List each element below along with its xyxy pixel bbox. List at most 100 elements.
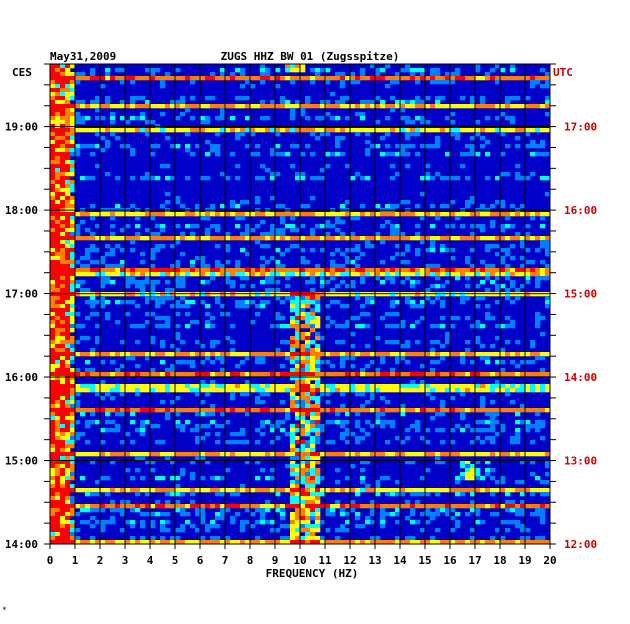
heatmap-cell bbox=[225, 104, 231, 109]
heatmap-cell bbox=[490, 416, 496, 421]
heatmap-cell bbox=[320, 176, 326, 181]
heatmap-cell bbox=[420, 76, 426, 81]
heatmap-cell bbox=[450, 176, 456, 181]
heatmap-cell bbox=[55, 144, 61, 149]
heatmap-cell bbox=[50, 412, 56, 417]
heatmap-cell bbox=[375, 416, 381, 421]
heatmap-cell bbox=[535, 452, 541, 457]
heatmap-cell bbox=[460, 540, 466, 545]
heatmap-cell bbox=[65, 428, 71, 433]
heatmap-cell bbox=[435, 492, 441, 497]
heatmap-cell bbox=[320, 236, 326, 241]
heatmap-cell bbox=[100, 304, 106, 309]
heatmap-cell bbox=[205, 228, 211, 233]
heatmap-cell bbox=[355, 512, 361, 517]
heatmap-cell bbox=[290, 292, 296, 297]
heatmap-cell bbox=[300, 380, 306, 385]
heatmap-cell bbox=[280, 316, 286, 321]
heatmap-cell bbox=[145, 132, 151, 137]
heatmap-cell bbox=[500, 360, 506, 365]
heatmap-cell bbox=[210, 388, 216, 393]
heatmap-cell bbox=[165, 456, 171, 461]
heatmap-cell bbox=[165, 520, 171, 525]
heatmap-cell bbox=[75, 148, 81, 153]
heatmap-cell bbox=[105, 276, 111, 281]
heatmap-cell bbox=[395, 360, 401, 365]
heatmap-cell bbox=[260, 384, 266, 389]
heatmap-cell bbox=[340, 304, 346, 309]
heatmap-cell bbox=[120, 268, 126, 273]
heatmap-cell bbox=[395, 512, 401, 517]
heatmap-cell bbox=[440, 292, 446, 297]
heatmap-cell bbox=[70, 200, 76, 205]
heatmap-cell bbox=[85, 248, 91, 253]
heatmap-cell bbox=[470, 152, 476, 157]
heatmap-cell bbox=[70, 464, 76, 469]
heatmap-cell bbox=[460, 236, 466, 241]
heatmap-cell bbox=[240, 216, 246, 221]
heatmap-cell bbox=[140, 176, 146, 181]
heatmap-cell bbox=[60, 388, 66, 393]
heatmap-cell bbox=[100, 256, 106, 261]
heatmap-cell bbox=[115, 540, 121, 545]
heatmap-cell bbox=[260, 304, 266, 309]
heatmap-cell bbox=[170, 128, 176, 133]
heatmap-cell bbox=[140, 324, 146, 329]
heatmap-cell bbox=[215, 388, 221, 393]
heatmap-cell bbox=[530, 372, 536, 377]
heatmap-cell bbox=[200, 116, 206, 121]
heatmap-cell bbox=[415, 128, 421, 133]
heatmap-cell bbox=[340, 100, 346, 105]
heatmap-cell bbox=[415, 76, 421, 81]
heatmap-cell bbox=[500, 224, 506, 229]
heatmap-cell bbox=[105, 268, 111, 273]
heatmap-cell bbox=[415, 116, 421, 121]
heatmap-cell bbox=[55, 440, 61, 445]
heatmap-cell bbox=[60, 356, 66, 361]
heatmap-cell bbox=[75, 116, 81, 121]
heatmap-cell bbox=[530, 272, 536, 277]
heatmap-cell bbox=[445, 352, 451, 357]
heatmap-cell bbox=[540, 152, 546, 157]
heatmap-cell bbox=[150, 488, 156, 493]
heatmap-cell bbox=[335, 488, 341, 493]
heatmap-cell bbox=[305, 368, 311, 373]
heatmap-cell bbox=[465, 348, 471, 353]
heatmap-cell bbox=[65, 376, 71, 381]
heatmap-cell bbox=[425, 408, 431, 413]
heatmap-cell bbox=[270, 100, 276, 105]
heatmap-cell bbox=[70, 420, 76, 425]
heatmap-cell bbox=[485, 316, 491, 321]
heatmap-cell bbox=[520, 244, 526, 249]
heatmap-cell bbox=[205, 120, 211, 125]
heatmap-cell bbox=[430, 348, 436, 353]
heatmap-cell bbox=[140, 280, 146, 285]
heatmap-cell bbox=[415, 452, 421, 457]
heatmap-cell bbox=[425, 392, 431, 397]
heatmap-cell bbox=[175, 264, 181, 269]
heatmap-cell bbox=[385, 540, 391, 545]
heatmap-cell bbox=[370, 408, 376, 413]
heatmap-cell bbox=[120, 440, 126, 445]
heatmap-cell bbox=[365, 488, 371, 493]
heatmap-cell bbox=[275, 128, 281, 133]
heatmap-cell bbox=[530, 140, 536, 145]
heatmap-cell bbox=[335, 76, 341, 81]
heatmap-cell bbox=[215, 152, 221, 157]
heatmap-cell bbox=[290, 112, 296, 117]
heatmap-cell bbox=[420, 452, 426, 457]
heatmap-cell bbox=[525, 536, 531, 541]
heatmap-cell bbox=[355, 128, 361, 133]
heatmap-cell bbox=[145, 504, 151, 509]
heatmap-cell bbox=[55, 240, 61, 245]
heatmap-cell bbox=[185, 108, 191, 113]
heatmap-cell bbox=[85, 408, 91, 413]
heatmap-cell bbox=[290, 516, 296, 521]
heatmap-cell bbox=[315, 364, 321, 369]
heatmap-cell bbox=[510, 452, 516, 457]
heatmap-cell bbox=[260, 372, 266, 377]
heatmap-cell bbox=[385, 212, 391, 217]
heatmap-cell bbox=[320, 168, 326, 173]
heatmap-cell bbox=[515, 288, 521, 293]
heatmap-cell bbox=[355, 352, 361, 357]
